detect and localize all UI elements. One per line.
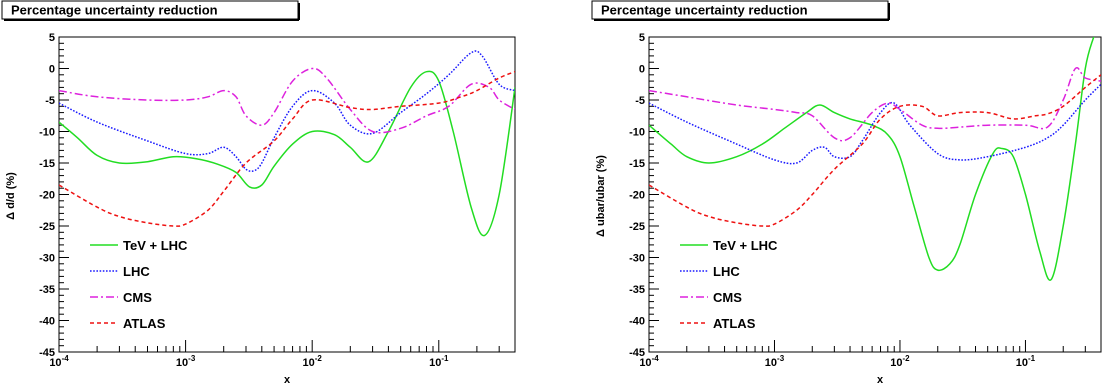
x-tick-label: 10-4 [49, 354, 69, 369]
chart-panel-right: Percentage uncertainty reduction 5 0 -5 -10… [591, 0, 1102, 386]
series-lines [59, 50, 515, 237]
y-axis: 5 0 -5 -10 -15 -20 -25 -30 -35 -40 -45 [39, 32, 69, 359]
x-tick-label: 10-2 [890, 354, 910, 369]
y-tick-label: -40 [629, 316, 645, 328]
series-lines [649, 37, 1101, 281]
x-tick-label: 10-4 [639, 354, 659, 369]
y-tick-label: 5 [639, 32, 645, 44]
x-tick-label: 10-1 [1016, 354, 1036, 369]
x-tick-label: 10-3 [176, 354, 196, 369]
series-line-cms [649, 67, 1101, 142]
x-axis: 10-4 10-3 10-2 10-1 [49, 340, 516, 369]
legend-label: CMS [713, 290, 742, 305]
legend-label: ATLAS [713, 316, 756, 331]
chart-panel-left: Percentage uncertainty reduction 5 0 -5 -10… [1, 0, 516, 386]
series-line-atlas [649, 74, 1101, 227]
y-tick-label: -25 [629, 221, 645, 233]
chart-title: Percentage uncertainty reduction [601, 3, 808, 18]
chart-title: Percentage uncertainty reduction [11, 3, 218, 18]
y-tick-label: -35 [39, 284, 55, 296]
y-axis-label: Δ d/d (%) [5, 172, 17, 220]
y-tick-label: -35 [629, 284, 645, 296]
y-tick-label: -10 [629, 127, 645, 139]
y-tick-label: -25 [39, 221, 55, 233]
y-axis: 5 0 -5 -10 -15 -20 -25 -30 -35 -40 -45 [629, 32, 659, 359]
legend-label: TeV + LHC [713, 238, 778, 253]
y-tick-label: -15 [39, 158, 55, 170]
y-tick-label: -5 [635, 95, 645, 107]
series-line-tev-lhc [649, 37, 1095, 281]
series-line-lhc [649, 83, 1101, 165]
y-tick-label: 5 [49, 32, 55, 44]
y-tick-label: -45 [39, 347, 55, 359]
x-axis-label: x [284, 374, 291, 386]
y-tick-label: -5 [45, 95, 55, 107]
series-line-cms [59, 67, 515, 134]
series-line-lhc [59, 50, 515, 172]
x-tick-label: 10-2 [303, 354, 323, 369]
x-axis: 10-4 10-3 10-2 10-1 [639, 340, 1102, 369]
legend-label: LHC [123, 264, 150, 279]
legend-label: CMS [123, 290, 152, 305]
y-tick-label: -20 [39, 190, 55, 202]
y-tick-label: -45 [629, 347, 645, 359]
y-tick-label: -20 [629, 190, 645, 202]
series-line-atlas [59, 70, 515, 227]
y-tick-label: -30 [39, 253, 55, 265]
x-tick-label: 10-1 [429, 354, 449, 369]
y-tick-label: -40 [39, 316, 55, 328]
y-tick-label: 0 [639, 64, 645, 76]
y-tick-label: 0 [49, 64, 55, 76]
legend: TeV + LHC LHC CMS ATLAS [680, 238, 778, 331]
y-tick-label: -15 [629, 158, 645, 170]
series-line-tev-lhc [59, 70, 515, 237]
legend-label: ATLAS [123, 316, 166, 331]
legend: TeV + LHC LHC CMS ATLAS [90, 238, 188, 331]
y-axis-label: Δ ubar/ubar (%) [595, 155, 607, 237]
y-tick-label: -30 [629, 253, 645, 265]
legend-label: LHC [713, 264, 740, 279]
x-tick-label: 10-3 [765, 354, 785, 369]
legend-label: TeV + LHC [123, 238, 188, 253]
x-axis-label: x [877, 374, 884, 386]
y-tick-label: -10 [39, 127, 55, 139]
